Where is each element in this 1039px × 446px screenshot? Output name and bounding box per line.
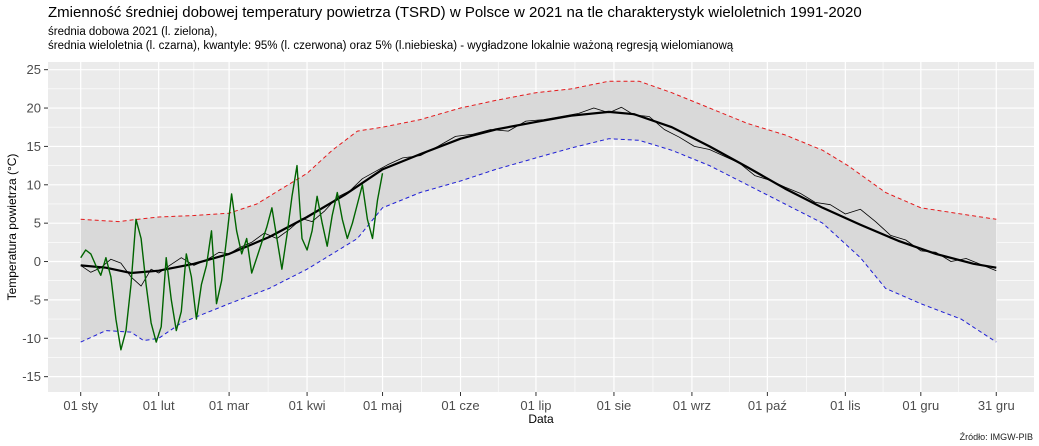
x-tick-label: 01 lip [520,398,551,413]
chart-title: Zmienność średniej dobowej temperatury p… [48,4,862,21]
source-caption: Źródło: IMGW-PIB [959,432,1033,442]
y-tick-label: 20 [27,101,41,116]
y-tick-label: -5 [29,292,41,307]
x-tick-label: 01 kwi [289,398,326,413]
series-line-solid-thick [80,110,997,275]
y-tick-label: -10 [22,331,41,346]
x-axis-ticks: 01 sty 01 lut 01 mar 01 kwi 01 maj 01 cze 01 l… [63,392,1015,413]
y-tick-label: 10 [27,177,41,192]
series-line-solid-green [80,164,384,351]
y-tick-label: -15 [22,369,41,384]
x-tick-label: 01 lut [143,398,175,413]
x-tick-label: 01 cze [441,398,479,413]
y-tick-label: 15 [27,139,41,154]
series-line-dashed [80,138,997,343]
y-axis-title: Temperatura powietrza (°C) [5,154,19,301]
x-tick-label: 01 wrz [673,398,711,413]
y-tick-label: 25 [27,62,41,77]
x-axis-title: Data [528,412,554,426]
x-tick-label: 01 lis [830,398,861,413]
x-tick-label: 01 sie [597,398,632,413]
x-tick-label: 01 maj [363,398,402,413]
x-tick-label: 01 paź [748,398,787,413]
y-axis-ticks: -15 -10 -5 0 5 10 15 20 25 [22,62,48,384]
x-tick-label: 01 gru [902,398,939,413]
x-tick-label: 01 mar [209,398,250,413]
series-line-dashed [80,80,997,223]
series-line-solid-thin [80,106,997,287]
y-tick-label: 5 [34,216,41,231]
x-tick-label: 01 sty [63,398,98,413]
y-tick-label: 0 [34,254,41,269]
quantile-band [80,81,997,343]
x-tick-label: 31 gru [978,398,1015,413]
chart-subtitle: średnia dobowa 2021 (l. zielona), średni… [48,26,734,52]
series-layer [80,80,997,351]
